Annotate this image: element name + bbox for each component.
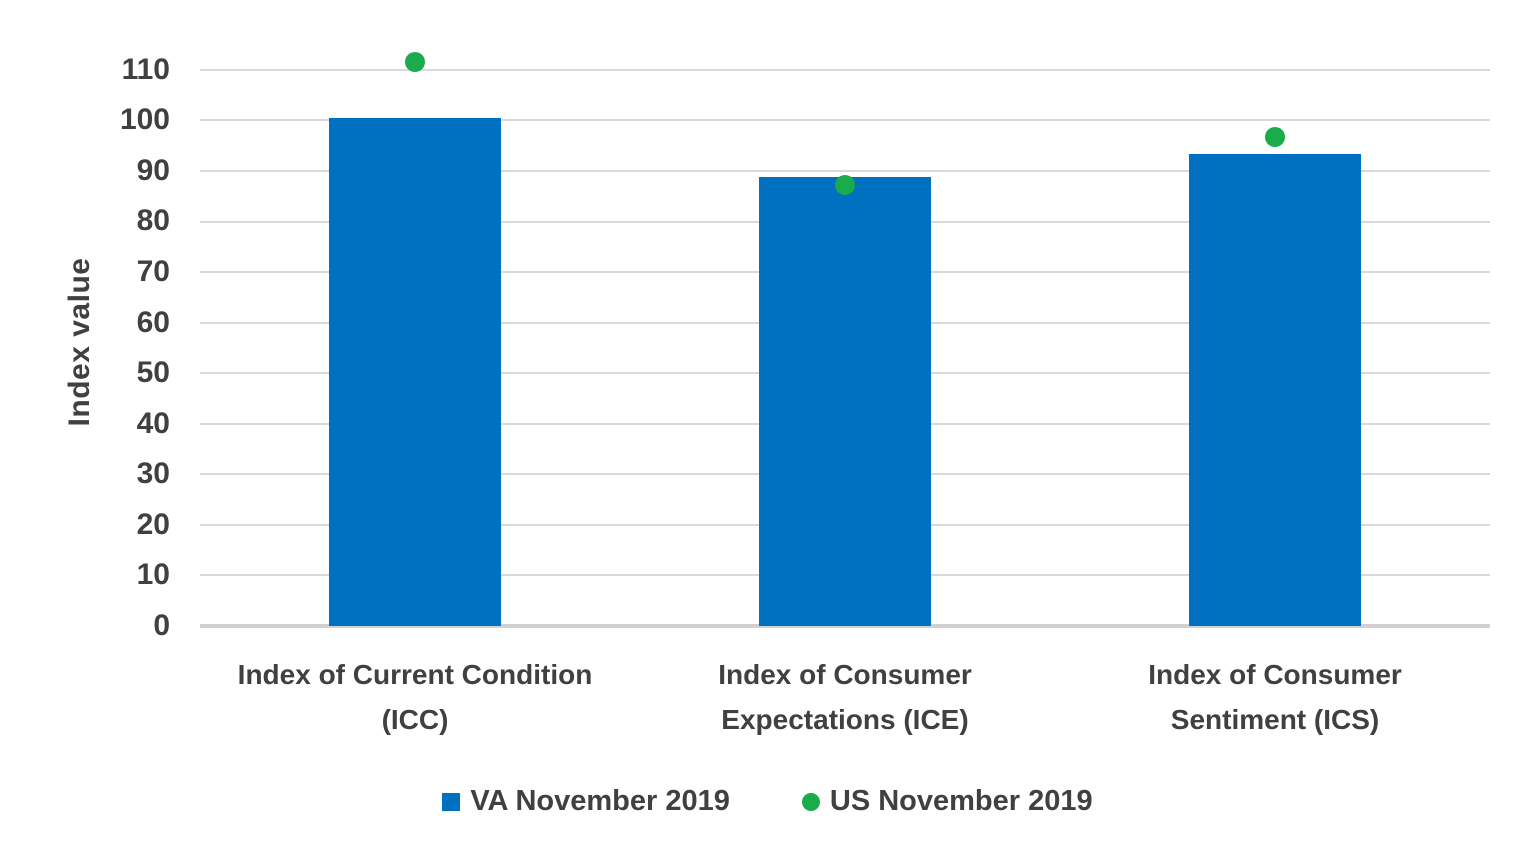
y-tick-label-100: 100 — [119, 103, 170, 137]
dot-3 — [1265, 126, 1285, 147]
category-label-line: Sentiment (ICS) — [1170, 704, 1380, 735]
legend-item-va: VA November 2019 — [442, 785, 730, 818]
y-tick-label-20: 20 — [136, 507, 170, 541]
bar-1 — [329, 118, 501, 626]
y-tick-label-10: 10 — [136, 558, 170, 592]
category-label-line: Index of Consumer — [1148, 659, 1402, 690]
category-label-line: Index of Consumer — [718, 659, 972, 690]
bar-2 — [759, 177, 931, 626]
category-label-1: Index of Current Condition (ICC) — [200, 652, 630, 742]
y-tick-label-80: 80 — [136, 204, 170, 238]
category-label-line: (ICC) — [381, 704, 449, 735]
y-tick-label-50: 50 — [136, 356, 170, 390]
category-label-3: Index of Consumer Sentiment (ICS) — [1060, 652, 1490, 742]
y-tick-label-30: 30 — [136, 457, 170, 491]
dot-1 — [405, 51, 425, 72]
category-label-line: Expectations (ICE) — [721, 704, 969, 735]
y-tick-label-110: 110 — [121, 52, 170, 86]
y-tick-label-0: 0 — [153, 609, 170, 642]
gridline-y-100 — [200, 119, 1490, 122]
legend-label-va: VA November 2019 — [470, 785, 730, 817]
bar-3 — [1189, 154, 1361, 626]
y-tick-label-40: 40 — [136, 406, 170, 440]
dot-2 — [835, 174, 855, 195]
x-axis-baseline — [200, 624, 1490, 628]
category-label-2: Index of Consumer Expectations (ICE) — [630, 652, 1060, 742]
scatter-series-dot-icon — [801, 792, 820, 811]
y-tick-label-90: 90 — [136, 153, 170, 187]
legend-item-us: US November 2019 — [801, 785, 1093, 818]
category-label-line: Index of Current Condition — [237, 659, 593, 690]
legend-label-us: US November 2019 — [829, 785, 1093, 817]
y-tick-label-60: 60 — [136, 305, 170, 339]
y-tick-label-70: 70 — [136, 255, 170, 289]
legend: VA November 2019 US November 2019 — [0, 785, 1535, 818]
bar-series-swatch-icon — [442, 792, 461, 811]
plot-area — [200, 0, 1490, 628]
gridline-y-110 — [200, 68, 1490, 71]
gridline-y-90 — [200, 169, 1490, 172]
